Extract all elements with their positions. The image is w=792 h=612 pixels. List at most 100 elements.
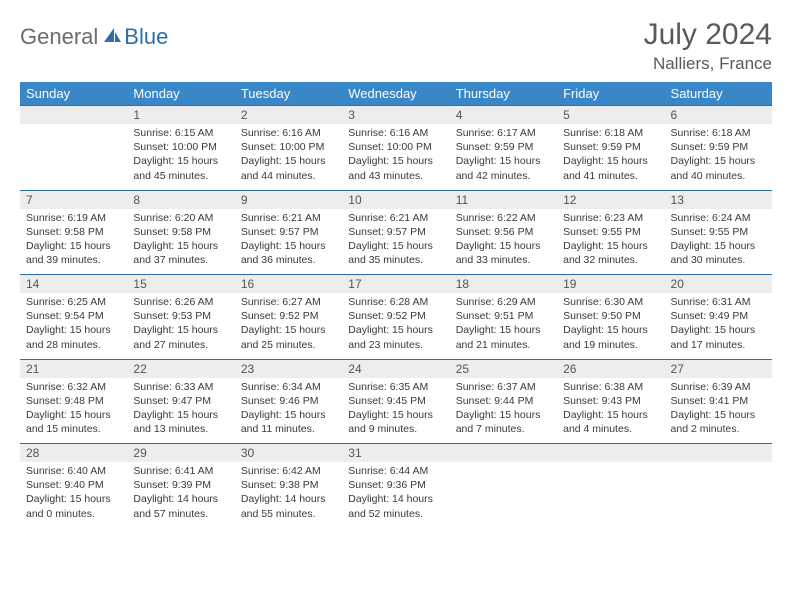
sunrise-line: Sunrise: 6:44 AM bbox=[348, 464, 443, 478]
day-number-row: 123456 bbox=[20, 106, 772, 125]
daylight-line: Daylight: 15 hours and 37 minutes. bbox=[133, 239, 228, 267]
daylight-line: Daylight: 15 hours and 0 minutes. bbox=[26, 492, 121, 520]
sunrise-line: Sunrise: 6:16 AM bbox=[348, 126, 443, 140]
day-number-cell: 25 bbox=[450, 359, 557, 378]
sunrise-line: Sunrise: 6:38 AM bbox=[563, 380, 658, 394]
day-number-cell: 6 bbox=[665, 106, 772, 125]
day-number-cell: 30 bbox=[235, 444, 342, 463]
day-body-cell bbox=[450, 462, 557, 528]
logo: General Blue bbox=[20, 18, 168, 50]
day-body-row: Sunrise: 6:15 AMSunset: 10:00 PMDaylight… bbox=[20, 124, 772, 190]
day-body-row: Sunrise: 6:25 AMSunset: 9:54 PMDaylight:… bbox=[20, 293, 772, 359]
day-number-cell bbox=[665, 444, 772, 463]
sunrise-line: Sunrise: 6:21 AM bbox=[348, 211, 443, 225]
day-number-row: 14151617181920 bbox=[20, 275, 772, 294]
sunset-line: Sunset: 9:48 PM bbox=[26, 394, 121, 408]
sunset-line: Sunset: 9:52 PM bbox=[241, 309, 336, 323]
sunrise-line: Sunrise: 6:29 AM bbox=[456, 295, 551, 309]
day-number-cell: 18 bbox=[450, 275, 557, 294]
day-number-cell: 28 bbox=[20, 444, 127, 463]
sunrise-line: Sunrise: 6:40 AM bbox=[26, 464, 121, 478]
sunrise-line: Sunrise: 6:31 AM bbox=[671, 295, 766, 309]
daylight-line: Daylight: 14 hours and 52 minutes. bbox=[348, 492, 443, 520]
sunset-line: Sunset: 9:40 PM bbox=[26, 478, 121, 492]
daylight-line: Daylight: 15 hours and 44 minutes. bbox=[241, 154, 336, 182]
sunset-line: Sunset: 9:43 PM bbox=[563, 394, 658, 408]
sunrise-line: Sunrise: 6:39 AM bbox=[671, 380, 766, 394]
sunrise-line: Sunrise: 6:26 AM bbox=[133, 295, 228, 309]
day-body-cell: Sunrise: 6:30 AMSunset: 9:50 PMDaylight:… bbox=[557, 293, 664, 359]
day-body-row: Sunrise: 6:40 AMSunset: 9:40 PMDaylight:… bbox=[20, 462, 772, 528]
daylight-line: Daylight: 15 hours and 35 minutes. bbox=[348, 239, 443, 267]
logo-text-blue: Blue bbox=[124, 24, 168, 50]
day-body-cell: Sunrise: 6:16 AMSunset: 10:00 PMDaylight… bbox=[235, 124, 342, 190]
sunrise-line: Sunrise: 6:23 AM bbox=[563, 211, 658, 225]
day-body-cell: Sunrise: 6:34 AMSunset: 9:46 PMDaylight:… bbox=[235, 378, 342, 444]
sunrise-line: Sunrise: 6:18 AM bbox=[563, 126, 658, 140]
daylight-line: Daylight: 15 hours and 32 minutes. bbox=[563, 239, 658, 267]
daylight-line: Daylight: 15 hours and 4 minutes. bbox=[563, 408, 658, 436]
daylight-line: Daylight: 15 hours and 13 minutes. bbox=[133, 408, 228, 436]
day-number-row: 78910111213 bbox=[20, 190, 772, 209]
day-body-cell: Sunrise: 6:16 AMSunset: 10:00 PMDaylight… bbox=[342, 124, 449, 190]
day-number-cell bbox=[557, 444, 664, 463]
daylight-line: Daylight: 15 hours and 15 minutes. bbox=[26, 408, 121, 436]
weekday-header: Saturday bbox=[665, 82, 772, 106]
sunset-line: Sunset: 9:45 PM bbox=[348, 394, 443, 408]
sunset-line: Sunset: 9:58 PM bbox=[26, 225, 121, 239]
daylight-line: Daylight: 15 hours and 36 minutes. bbox=[241, 239, 336, 267]
day-number-cell: 4 bbox=[450, 106, 557, 125]
sunset-line: Sunset: 9:52 PM bbox=[348, 309, 443, 323]
daylight-line: Daylight: 15 hours and 27 minutes. bbox=[133, 323, 228, 351]
sunset-line: Sunset: 9:56 PM bbox=[456, 225, 551, 239]
day-number-cell bbox=[450, 444, 557, 463]
daylight-line: Daylight: 15 hours and 45 minutes. bbox=[133, 154, 228, 182]
day-number-cell: 15 bbox=[127, 275, 234, 294]
day-body-cell: Sunrise: 6:23 AMSunset: 9:55 PMDaylight:… bbox=[557, 209, 664, 275]
daylight-line: Daylight: 15 hours and 28 minutes. bbox=[26, 323, 121, 351]
sunrise-line: Sunrise: 6:27 AM bbox=[241, 295, 336, 309]
day-body-cell: Sunrise: 6:27 AMSunset: 9:52 PMDaylight:… bbox=[235, 293, 342, 359]
day-body-cell: Sunrise: 6:29 AMSunset: 9:51 PMDaylight:… bbox=[450, 293, 557, 359]
sunrise-line: Sunrise: 6:22 AM bbox=[456, 211, 551, 225]
sunrise-line: Sunrise: 6:25 AM bbox=[26, 295, 121, 309]
sunrise-line: Sunrise: 6:20 AM bbox=[133, 211, 228, 225]
day-number-cell: 24 bbox=[342, 359, 449, 378]
sunset-line: Sunset: 9:59 PM bbox=[456, 140, 551, 154]
day-body-cell: Sunrise: 6:20 AMSunset: 9:58 PMDaylight:… bbox=[127, 209, 234, 275]
sunset-line: Sunset: 10:00 PM bbox=[133, 140, 228, 154]
sunrise-line: Sunrise: 6:32 AM bbox=[26, 380, 121, 394]
sunset-line: Sunset: 9:36 PM bbox=[348, 478, 443, 492]
sunrise-line: Sunrise: 6:33 AM bbox=[133, 380, 228, 394]
sunset-line: Sunset: 9:41 PM bbox=[671, 394, 766, 408]
sunset-line: Sunset: 9:44 PM bbox=[456, 394, 551, 408]
daylight-line: Daylight: 15 hours and 17 minutes. bbox=[671, 323, 766, 351]
daylight-line: Daylight: 15 hours and 2 minutes. bbox=[671, 408, 766, 436]
day-body-cell: Sunrise: 6:42 AMSunset: 9:38 PMDaylight:… bbox=[235, 462, 342, 528]
day-body-cell: Sunrise: 6:21 AMSunset: 9:57 PMDaylight:… bbox=[342, 209, 449, 275]
day-number-cell: 8 bbox=[127, 190, 234, 209]
day-number-cell: 9 bbox=[235, 190, 342, 209]
sunset-line: Sunset: 9:55 PM bbox=[671, 225, 766, 239]
sunset-line: Sunset: 9:59 PM bbox=[671, 140, 766, 154]
day-body-cell: Sunrise: 6:37 AMSunset: 9:44 PMDaylight:… bbox=[450, 378, 557, 444]
sunrise-line: Sunrise: 6:34 AM bbox=[241, 380, 336, 394]
sunset-line: Sunset: 9:57 PM bbox=[348, 225, 443, 239]
weekday-header: Friday bbox=[557, 82, 664, 106]
weekday-header: Sunday bbox=[20, 82, 127, 106]
sunset-line: Sunset: 9:39 PM bbox=[133, 478, 228, 492]
day-body-cell: Sunrise: 6:41 AMSunset: 9:39 PMDaylight:… bbox=[127, 462, 234, 528]
daylight-line: Daylight: 15 hours and 7 minutes. bbox=[456, 408, 551, 436]
day-body-cell: Sunrise: 6:39 AMSunset: 9:41 PMDaylight:… bbox=[665, 378, 772, 444]
day-number-cell: 13 bbox=[665, 190, 772, 209]
day-body-cell bbox=[665, 462, 772, 528]
day-body-cell: Sunrise: 6:40 AMSunset: 9:40 PMDaylight:… bbox=[20, 462, 127, 528]
day-body-cell: Sunrise: 6:32 AMSunset: 9:48 PMDaylight:… bbox=[20, 378, 127, 444]
day-number-cell: 20 bbox=[665, 275, 772, 294]
title-block: July 2024 Nalliers, France bbox=[644, 18, 772, 74]
weekday-header-row: Sunday Monday Tuesday Wednesday Thursday… bbox=[20, 82, 772, 106]
day-body-cell: Sunrise: 6:18 AMSunset: 9:59 PMDaylight:… bbox=[557, 124, 664, 190]
header: General Blue July 2024 Nalliers, France bbox=[20, 18, 772, 74]
sunset-line: Sunset: 9:55 PM bbox=[563, 225, 658, 239]
daylight-line: Daylight: 15 hours and 19 minutes. bbox=[563, 323, 658, 351]
